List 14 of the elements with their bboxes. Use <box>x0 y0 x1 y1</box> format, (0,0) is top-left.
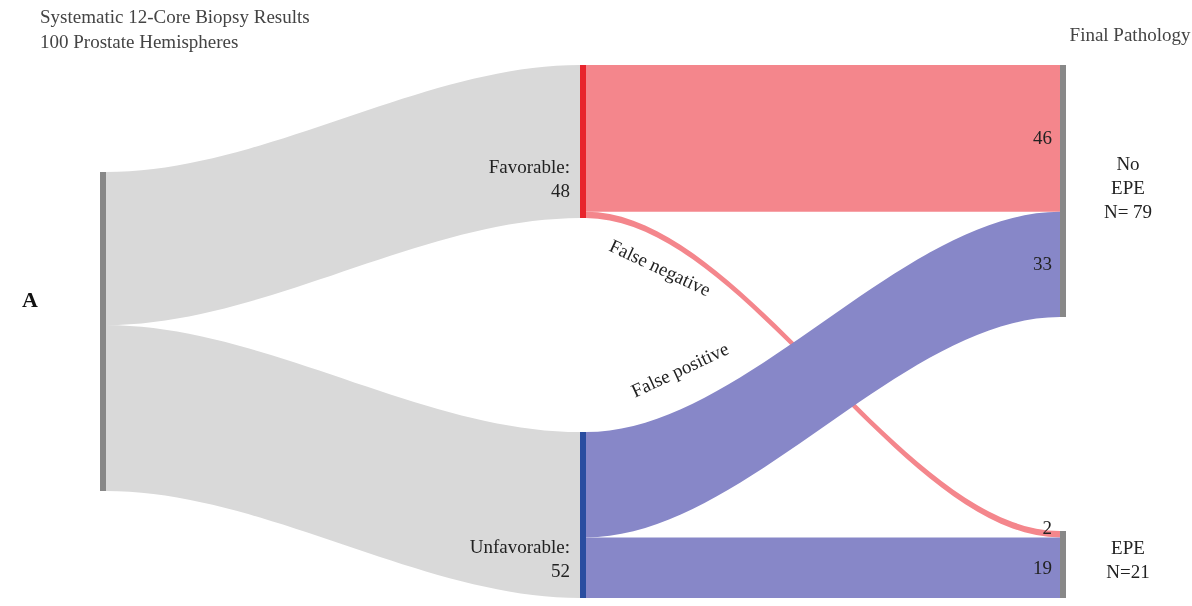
category-label: No EPE N= 79 <box>1103 153 1153 223</box>
data-label: 33 <box>1033 253 1052 275</box>
series-label: Unfavorable: <box>469 536 570 557</box>
data-label: 2 <box>1042 517 1052 539</box>
text: Final Pathology <box>1069 24 1191 45</box>
text: 52 <box>551 560 570 581</box>
text: 48 <box>551 180 570 202</box>
category-label: EPE N=21 <box>1106 537 1150 583</box>
data-label: 19 <box>1033 556 1052 578</box>
text: 100 Prostate Hemispheres <box>40 31 239 52</box>
data-label: 46 <box>1033 127 1052 149</box>
text: A <box>22 287 39 312</box>
text: Systematic 12-Core Biopsy Results <box>40 6 310 27</box>
series-label: Favorable: <box>488 156 570 178</box>
